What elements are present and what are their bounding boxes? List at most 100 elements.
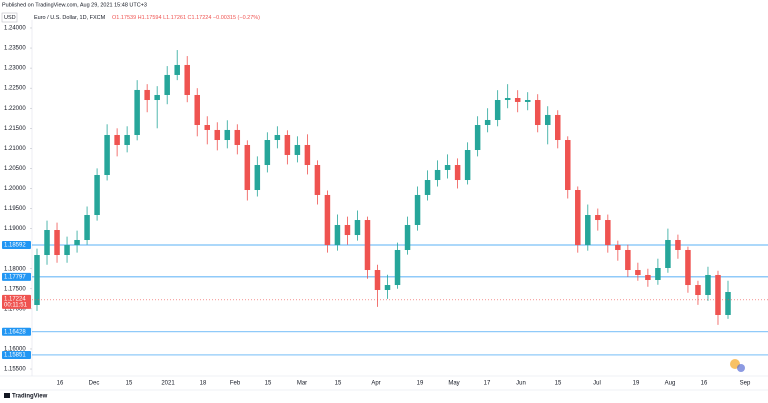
candle-body <box>685 249 691 286</box>
candle-body <box>184 64 190 95</box>
candle-body <box>54 230 60 256</box>
x-tick-label: 15 <box>335 381 342 387</box>
candle-body <box>524 100 531 102</box>
price-label: 1.17224 <box>4 296 26 302</box>
y-tick-label: 1.17500 <box>4 286 26 292</box>
candle-body <box>154 94 160 101</box>
x-tick-label: 16 <box>57 381 64 387</box>
y-tick-label: 1.21000 <box>4 146 26 152</box>
y-tick-label: 1.16000 <box>4 347 26 353</box>
brand-icon <box>4 393 10 398</box>
level-label: 1.17797 <box>4 274 26 280</box>
x-tick-label: 16 <box>701 381 708 387</box>
y-tick-label: 1.21500 <box>4 126 26 132</box>
candle-body <box>625 249 631 271</box>
candle-body <box>34 255 40 305</box>
candle-body <box>274 134 281 141</box>
y-tick-label: 1.23000 <box>4 66 26 72</box>
candle-body <box>314 165 321 195</box>
y-tick-label: 1.15500 <box>4 367 26 373</box>
candle-body <box>104 134 110 175</box>
candle-body <box>144 89 150 101</box>
y-tick-label: 1.22000 <box>4 106 26 112</box>
x-tick-label: Sep <box>740 381 751 387</box>
candle-body <box>675 239 681 250</box>
candle-body <box>344 224 351 236</box>
candle-body <box>214 129 221 141</box>
x-tick-label: 2021 <box>161 381 175 387</box>
y-tick-label: 1.23500 <box>4 46 26 52</box>
currency: USD <box>4 15 16 21</box>
candle-body <box>635 270 641 275</box>
level-label: 1.15851 <box>4 353 26 359</box>
candle-body <box>554 114 561 141</box>
y-tick-label: 1.20500 <box>4 166 26 172</box>
x-tick-label: 15 <box>265 381 272 387</box>
x-tick-label: 15 <box>126 381 133 387</box>
candle-body <box>514 97 521 102</box>
candle-body <box>84 214 90 240</box>
candle-body <box>264 140 271 166</box>
x-tick-label: 18 <box>200 381 207 387</box>
candle-body <box>474 125 481 150</box>
candle-body <box>544 114 551 126</box>
y-tick-label: 1.19000 <box>4 226 26 232</box>
y-tick-label: 1.17000 <box>4 306 26 312</box>
x-tick-label: 19 <box>633 381 640 387</box>
candle-body <box>114 134 120 145</box>
x-tick-label: Apr <box>371 381 380 387</box>
candle-body <box>234 129 241 145</box>
candle-body <box>394 249 401 286</box>
level-label: 1.16428 <box>4 329 26 335</box>
candle-body <box>424 180 431 195</box>
candle-body <box>414 194 421 225</box>
candle-body <box>605 220 611 246</box>
candle-body <box>534 100 541 126</box>
x-tick-label: Aug <box>665 381 676 387</box>
candle-body <box>444 165 451 170</box>
candle-body <box>294 144 301 155</box>
candle-body <box>464 149 471 181</box>
level-tag <box>2 350 31 359</box>
candle-body <box>164 74 170 95</box>
candle-body <box>244 144 251 191</box>
level-tag <box>2 240 31 249</box>
symbol: Euro / U.S. Dollar, 1D, FXCM <box>34 15 106 21</box>
y-tick-label: 1.20000 <box>4 186 26 192</box>
candle-body <box>254 165 261 191</box>
candle-body <box>204 125 211 130</box>
x-tick-label: Dec <box>89 381 100 387</box>
candle-body <box>645 274 651 280</box>
x-tick-label: May <box>448 381 459 387</box>
candle-body <box>615 245 621 250</box>
x-tick-label: Mar <box>297 381 307 387</box>
x-tick-label: Jun <box>516 381 526 387</box>
candle-body <box>374 270 381 290</box>
countdown: 00:11:51 <box>4 302 28 308</box>
candle-body <box>665 239 671 269</box>
logo-icon <box>737 364 745 372</box>
candle-body <box>64 245 70 256</box>
candle-body <box>74 239 80 246</box>
candle-body <box>494 100 501 120</box>
candle-body <box>284 134 291 155</box>
x-tick-label: Feb <box>230 381 241 387</box>
candle-body <box>434 169 441 181</box>
y-tick-label: 1.19500 <box>4 206 26 212</box>
level-label: 1.18592 <box>4 243 26 249</box>
candle-body <box>504 97 511 101</box>
candle-body <box>565 140 571 191</box>
price-tag <box>2 294 31 309</box>
candle-body <box>174 64 180 75</box>
candle-body <box>585 214 591 246</box>
published: Published on TradingView.com, Aug 29, 20… <box>2 2 147 8</box>
candle-body <box>575 190 581 246</box>
candle-body <box>595 214 601 221</box>
x-tick-label: Jul <box>593 381 601 387</box>
candle-body <box>44 230 50 256</box>
level-tag <box>2 327 31 336</box>
candle-body <box>404 224 411 250</box>
y-tick-label: 1.22500 <box>4 86 26 92</box>
candle-body <box>725 291 731 315</box>
